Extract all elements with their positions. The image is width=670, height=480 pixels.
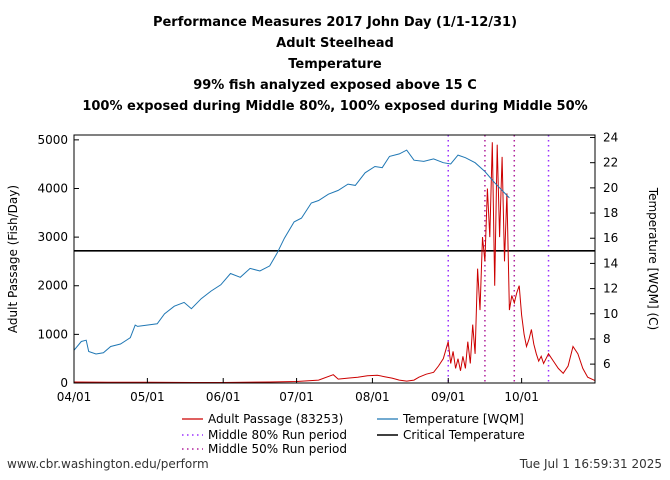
- y-tick-label: 2000: [37, 279, 68, 293]
- y2-tick-label: 22: [603, 156, 618, 170]
- legend-label-temperature: Temperature [WQM]: [402, 412, 524, 426]
- y2-tick-label: 10: [603, 307, 618, 321]
- legend: Adult Passage (83253) Temperature [WQM] …: [182, 412, 525, 456]
- chart-subtitle-exposure: 99% fish analyzed exposed above 15 C: [193, 78, 477, 93]
- x-tick-label: 08/01: [355, 390, 390, 404]
- y2-tick-label: 14: [603, 256, 618, 270]
- y2-tick-label: 24: [603, 131, 618, 145]
- legend-label-critical: Critical Temperature: [403, 428, 525, 442]
- plot-frame: [73, 134, 596, 384]
- y2-tick-label: 16: [603, 231, 618, 245]
- y2-tick-label: 8: [603, 332, 611, 346]
- y2-tick-label: 18: [603, 206, 618, 220]
- passage-series-line: [73, 142, 596, 383]
- temperature-series-line: [73, 149, 510, 355]
- footer-timestamp: Tue Jul 1 16:59:31 2025: [519, 457, 662, 471]
- x-tick-label: 09/01: [431, 390, 466, 404]
- legend-label-middle80: Middle 80% Run period: [208, 428, 347, 442]
- x-tick-label: 05/01: [130, 390, 165, 404]
- chart-title: Performance Measures 2017 John Day (1/1-…: [152, 15, 518, 30]
- y-tick-label: 0: [60, 376, 68, 390]
- y2-axis-label: Temperature [WQM] (C): [646, 187, 660, 330]
- x-tick-label: 04/01: [57, 390, 92, 404]
- y2-tick-label: 20: [603, 181, 618, 195]
- y-tick-label: 1000: [37, 327, 68, 341]
- axes: 0 1000 2000 3000 4000 5000 6 8 10 12 14 16 18 20 22 24 0…: [37, 131, 618, 404]
- footer-url: www.cbr.washington.edu/perform: [7, 457, 209, 471]
- chart-subtitle-run-exposure: 100% exposed during Middle 80%, 100% exp…: [82, 99, 588, 114]
- x-tick-label: 10/01: [504, 390, 539, 404]
- x-tick-label: 06/01: [206, 390, 241, 404]
- y-tick-label: 3000: [37, 230, 68, 244]
- y2-tick-label: 12: [603, 282, 618, 296]
- y-axis-label: Adult Passage (Fish/Day): [6, 185, 20, 333]
- legend-label-middle50: Middle 50% Run period: [208, 442, 347, 456]
- x-tick-label: 07/01: [279, 390, 314, 404]
- y-tick-label: 5000: [37, 133, 68, 147]
- chart-subtitle-species: Adult Steelhead: [276, 36, 394, 51]
- chart-subtitle-measure: Temperature: [288, 57, 382, 72]
- y-tick-label: 4000: [37, 181, 68, 195]
- legend-label-passage: Adult Passage (83253): [208, 412, 343, 426]
- y2-tick-label: 6: [603, 357, 611, 371]
- run-period-lines: [447, 135, 550, 383]
- chart-titles: Performance Measures 2017 John Day (1/1-…: [0, 12, 670, 117]
